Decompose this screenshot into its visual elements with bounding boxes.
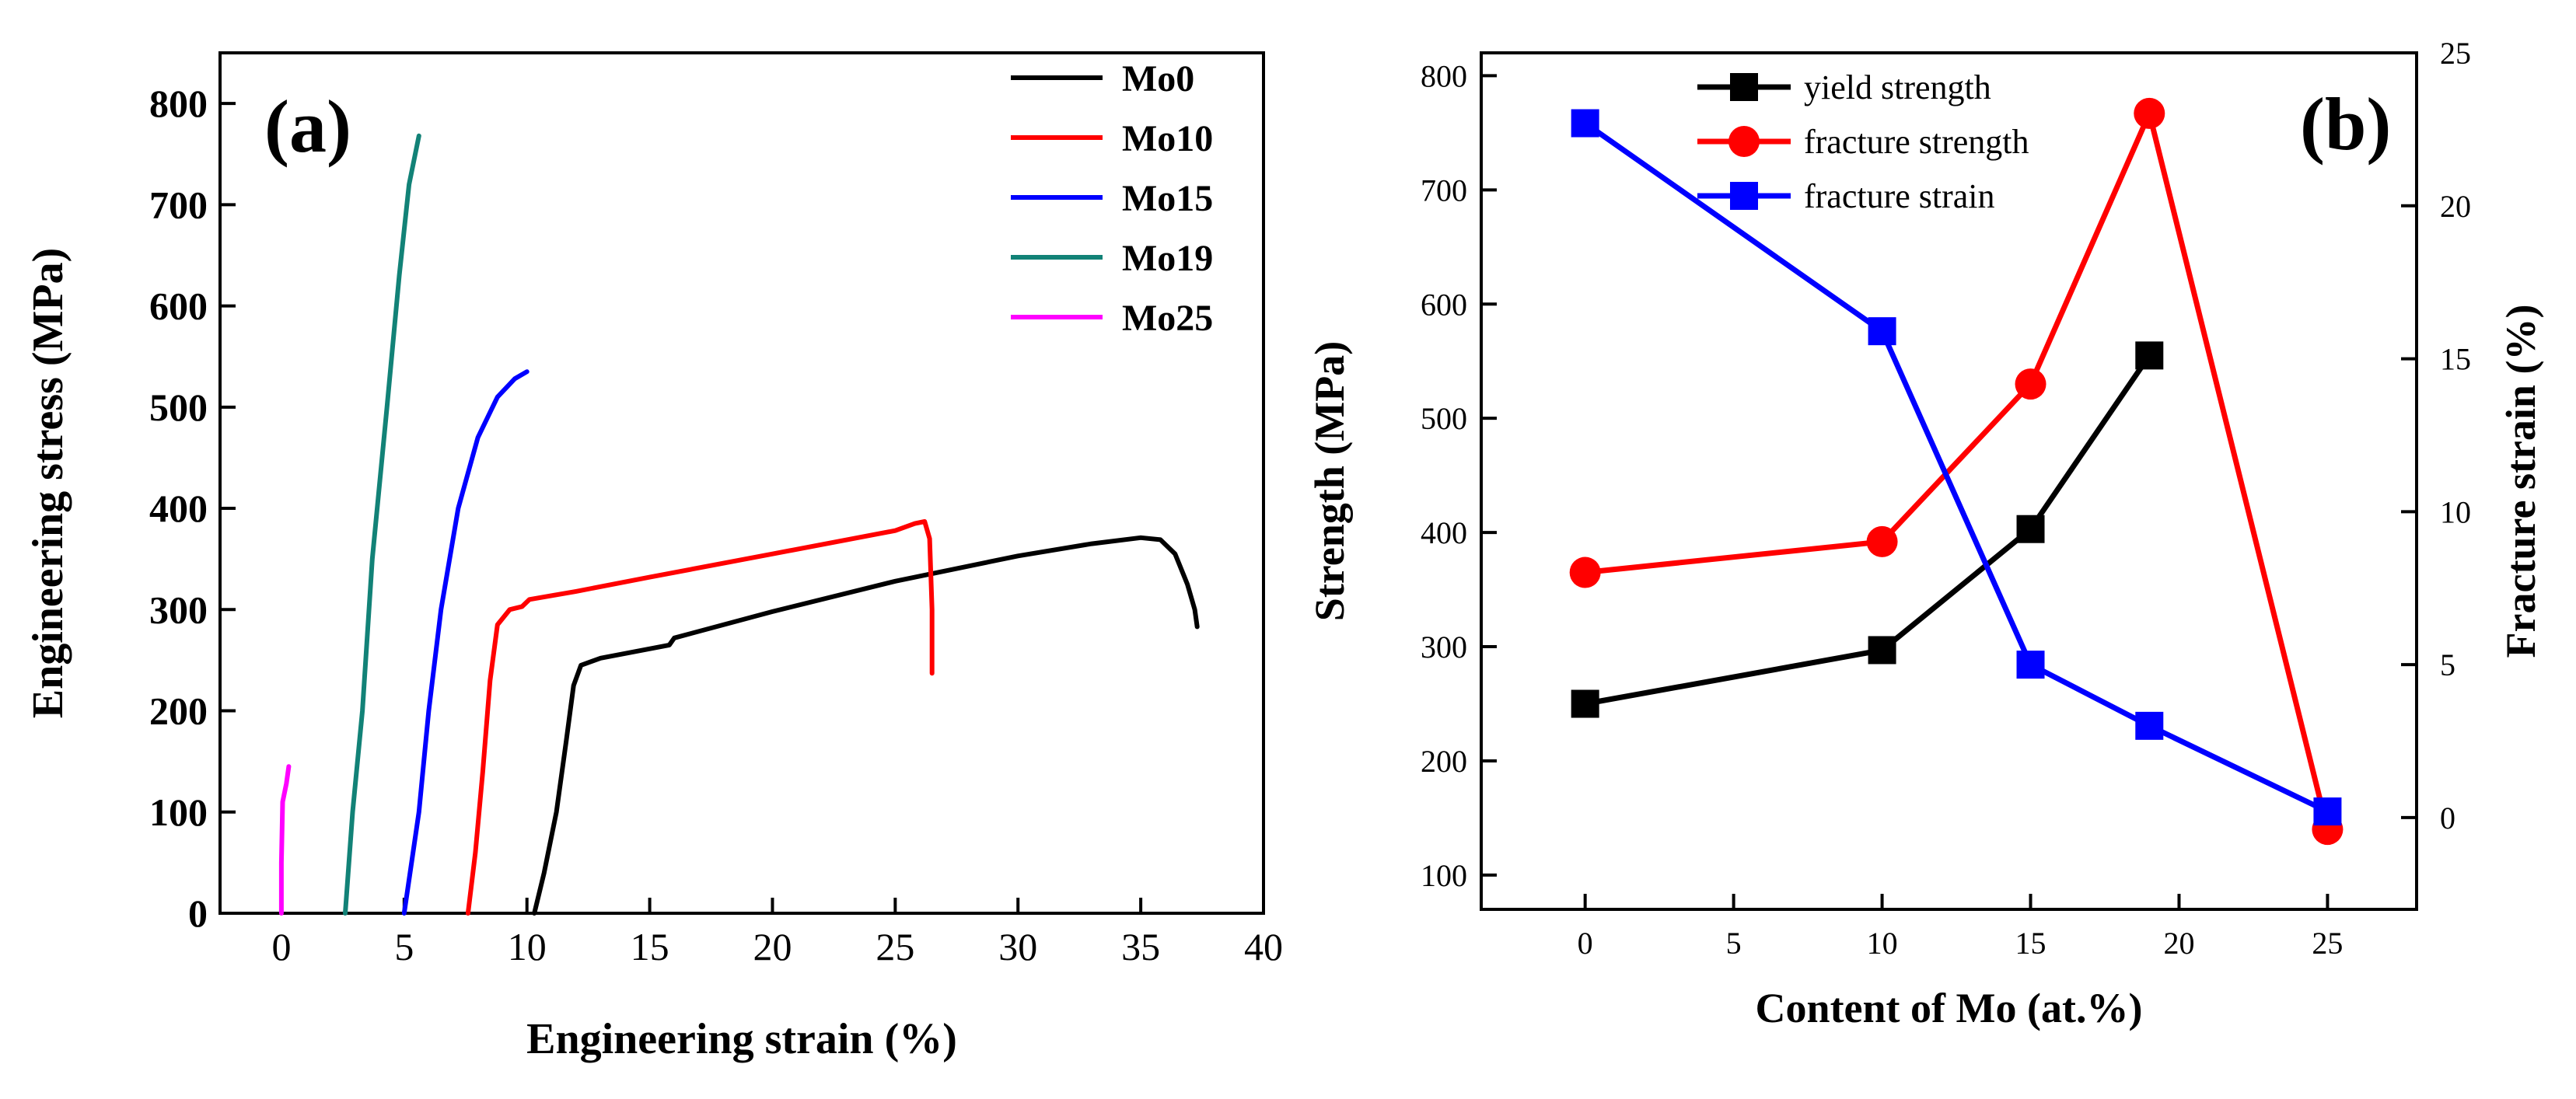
data-point-fracture-strength: [2134, 97, 2165, 129]
series-line-mo15: [401, 369, 530, 916]
y2-tick-label: 0: [2440, 801, 2455, 836]
x-tick-label: 25: [2312, 926, 2343, 961]
data-point-fracture-strain: [2313, 797, 2342, 826]
legend-label-fracture-strain: fracture strain: [1804, 177, 1995, 215]
y-tick-label: 700: [1421, 173, 1467, 208]
y-tick-label: 200: [149, 689, 208, 733]
data-point-yield-strength: [1571, 689, 1599, 718]
y-tick-label: 500: [149, 386, 208, 429]
data-point-yield-strength: [1868, 636, 1896, 665]
data-point-yield-strength: [2135, 341, 2164, 370]
y-tick-label: 0: [188, 891, 208, 935]
legend-label-fracture-strength: fracture strength: [1804, 123, 2029, 161]
y2-tick-label: 25: [2440, 36, 2471, 71]
legend-marker-fracture-strength: [1728, 126, 1760, 157]
y-tick-label: 300: [149, 588, 208, 631]
y2-axis-title: Fracture strain (%): [2497, 305, 2544, 658]
data-point-yield-strength: [2016, 515, 2045, 543]
data-point-fracture-strain: [1868, 317, 1896, 346]
series-line-mo10: [465, 519, 935, 916]
panel-b: 0 5 10 15 20 25 100 200 300 400 500 600 700 800 0 5 10 15…: [1306, 36, 2544, 1031]
y-tick-label: 500: [1421, 401, 1467, 436]
x-tick-label: 35: [1121, 925, 1160, 968]
y-tick-label: 400: [1421, 515, 1467, 550]
legend-label-mo0: Mo0: [1122, 58, 1194, 99]
y2-tick-label: 20: [2440, 189, 2471, 224]
x-tick-label: 10: [508, 925, 547, 968]
legend-label-mo19: Mo19: [1122, 238, 1213, 279]
y-tick-label: 800: [149, 82, 208, 125]
y2-tick-label: 10: [2440, 494, 2471, 529]
series-line-yield-strength: [1585, 354, 2152, 706]
series-line-mo19: [343, 133, 421, 916]
y2-tick-label: 5: [2440, 647, 2455, 682]
y-tick-label: 300: [1421, 630, 1467, 665]
series-line-fracture-strength: [1585, 110, 2330, 830]
data-point-fracture-strain: [1571, 109, 1599, 138]
data-point-fracture-strength: [1569, 556, 1601, 588]
y-tick-label: 200: [1421, 744, 1467, 779]
series-line-mo0: [532, 535, 1200, 916]
x-tick-label: 15: [631, 925, 669, 968]
x-axis-title: Content of Mo (at.%): [1756, 985, 2143, 1031]
x-tick-label: 0: [1578, 926, 1593, 961]
panel-label-b: (b): [2300, 82, 2391, 166]
data-point-fracture-strength: [1866, 525, 1898, 557]
y-tick-label: 700: [149, 183, 208, 226]
series-line-fracture-strain: [1583, 120, 2329, 815]
legend-marker-fracture-strain: [1730, 182, 1758, 210]
x-tick-label: 30: [998, 925, 1037, 968]
x-tick-label: 25: [876, 925, 914, 968]
x-tick-label: 40: [1244, 925, 1283, 968]
y-tick-label: 600: [1421, 287, 1467, 322]
data-point-fracture-strain: [2016, 651, 2045, 679]
y-tick-label: 800: [1421, 58, 1467, 93]
x-tick-label: 15: [2015, 926, 2046, 961]
x-tick-label: 20: [2163, 926, 2194, 961]
x-tick-label: 5: [1726, 926, 1742, 961]
x-tick-label: 0: [271, 925, 291, 968]
x-axis-title: Engineering strain (%): [526, 1015, 957, 1063]
legend-label-mo25: Mo25: [1122, 298, 1213, 339]
y-tick-label: 400: [149, 487, 208, 530]
y2-tick-label: 15: [2440, 342, 2471, 377]
legend-marker-yield-strength: [1730, 73, 1758, 101]
y-tick-label: 100: [1421, 858, 1467, 893]
panel-label-a: (a): [264, 85, 351, 168]
y-tick-label: 100: [149, 790, 208, 834]
plot-frame: [218, 51, 1265, 915]
y-axis-title: Strength (MPa): [1306, 341, 1353, 621]
plot-frame: [1480, 51, 2418, 911]
legend-label-mo15: Mo15: [1122, 178, 1213, 219]
x-tick-label: 5: [394, 925, 414, 968]
y-axis-title: Engineering stress (MPa): [24, 248, 72, 719]
y-tick-label: 600: [149, 284, 208, 328]
data-point-fracture-strain: [2135, 711, 2164, 740]
legend-label-yield-strength: yield strength: [1804, 68, 1991, 106]
x-tick-label: 20: [753, 925, 792, 968]
x-tick-label: 10: [1867, 926, 1898, 961]
panel-a: 0 5 10 15 20 25 30 35 40010020030040050060070080…: [24, 51, 1283, 1063]
series-line-mo25: [278, 764, 292, 916]
legend-label-mo10: Mo10: [1122, 118, 1213, 159]
data-point-fracture-strength: [2015, 368, 2046, 400]
